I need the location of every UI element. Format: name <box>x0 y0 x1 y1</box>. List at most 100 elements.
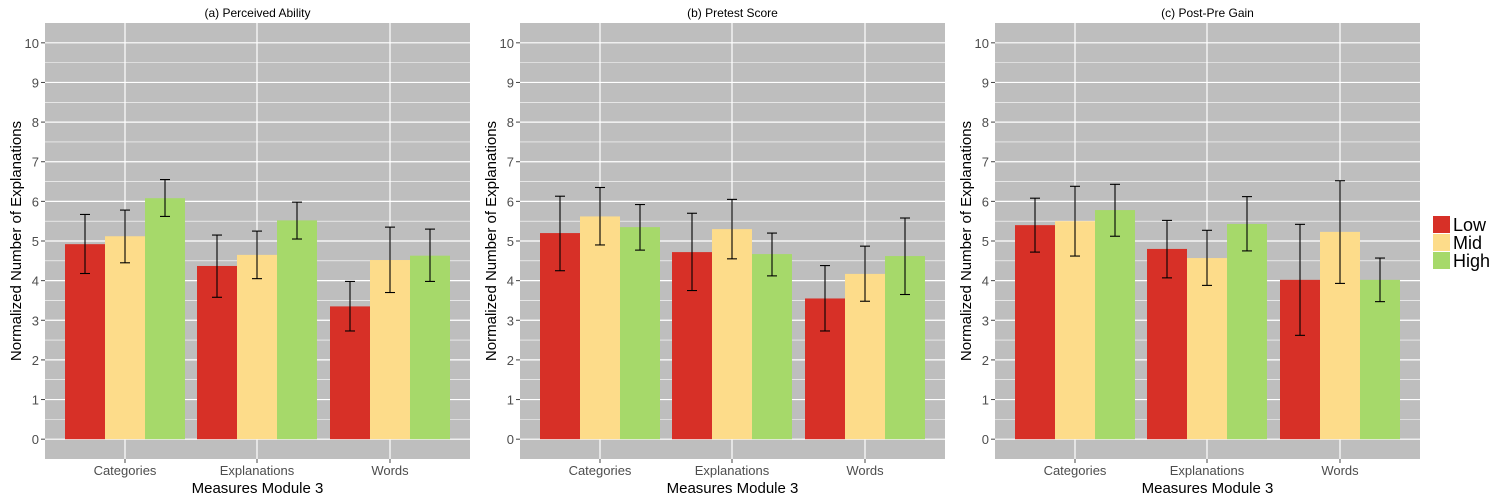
x-tick-label: Categories <box>1044 463 1107 478</box>
error-bar-mid-words <box>860 245 870 302</box>
bar-high-words <box>1360 279 1400 440</box>
error-bar-high-explanations <box>292 201 302 240</box>
y-tick-label: 3 <box>982 313 989 328</box>
panel-title: (c) Post-Pre Gain <box>1161 6 1254 20</box>
y-tick-label: 9 <box>982 75 989 90</box>
bar-mid-categories <box>580 216 620 440</box>
y-tick-label: 5 <box>982 234 989 249</box>
error-bar-high-words <box>425 228 435 282</box>
y-tick-label: 9 <box>507 75 514 90</box>
y-tick-label: 10 <box>975 36 989 51</box>
y-tick-label: 6 <box>982 194 989 209</box>
error-bar-low-words <box>820 265 830 332</box>
bar-low-explanations <box>1147 248 1187 440</box>
y-tick-label: 10 <box>25 36 39 51</box>
legend-label-mid: Mid <box>1453 233 1482 253</box>
error-bar-high-explanations <box>1242 196 1252 252</box>
y-axis-label: Normalized Number of Explanations <box>8 121 25 361</box>
y-tick-label: 7 <box>507 155 514 170</box>
x-tick-label: Explanations <box>695 463 770 478</box>
error-bar-high-words <box>1375 257 1385 303</box>
error-bar-high-categories <box>1110 183 1120 237</box>
y-axis-label: Normalized Number of Explanations <box>483 121 500 361</box>
y-tick-label: 3 <box>32 313 39 328</box>
legend-swatch-mid <box>1433 234 1450 251</box>
bar-high-explanations <box>277 220 317 440</box>
error-bar-mid-categories <box>120 209 130 264</box>
y-tick-label: 4 <box>507 274 514 289</box>
bar-low-categories <box>1015 225 1055 440</box>
y-tick-label: 0 <box>32 432 39 447</box>
chart-panel-3: 0 1 2 3 4 5 6 7 8 9 10 Categories Explanations Words (… <box>958 6 1420 497</box>
x-tick-label: Explanations <box>220 463 295 478</box>
error-bar-mid-categories <box>595 186 605 246</box>
x-axis-label: Measures Module 3 <box>192 480 324 497</box>
error-bar-high-categories <box>635 203 645 251</box>
panel-title: (b) Pretest Score <box>687 6 778 20</box>
x-tick-label: Categories <box>569 463 632 478</box>
bar-high-categories <box>145 198 185 440</box>
y-tick-label: 8 <box>507 115 514 130</box>
error-bar-mid-categories <box>1070 185 1080 257</box>
y-tick-label: 5 <box>32 234 39 249</box>
y-tick-label: 0 <box>982 432 989 447</box>
error-bar-mid-words <box>1335 180 1345 284</box>
bar-mid-explanations <box>1187 258 1227 440</box>
error-bar-high-words <box>900 217 910 296</box>
x-tick-label: Words <box>846 463 884 478</box>
legend-label-high: High <box>1453 251 1490 271</box>
error-bar-low-words <box>345 280 355 332</box>
bar-high-explanations <box>752 254 792 440</box>
chart-panels: 0 1 2 3 4 5 6 7 8 9 10 Categories Explanations Words (… <box>8 6 1420 497</box>
bar-mid-explanations <box>712 229 752 440</box>
error-bar-low-explanations <box>687 212 697 292</box>
panel-title: (a) Perceived Ability <box>204 6 310 20</box>
y-tick-label: 2 <box>32 353 39 368</box>
error-bar-low-explanations <box>1162 219 1172 279</box>
bar-high-words <box>410 255 450 440</box>
y-tick-label: 1 <box>982 393 989 408</box>
error-bar-low-explanations <box>212 234 222 298</box>
x-axis-label: Measures Module 3 <box>1142 480 1274 497</box>
y-tick-label: 2 <box>982 353 989 368</box>
y-tick-label: 8 <box>982 115 989 130</box>
y-tick-label: 2 <box>507 353 514 368</box>
y-tick-label: 6 <box>32 194 39 209</box>
bar-high-explanations <box>1227 223 1267 440</box>
error-bar-high-categories <box>160 179 170 217</box>
error-bar-low-categories <box>80 213 90 275</box>
error-bar-high-explanations <box>767 232 777 277</box>
bar-mid-explanations <box>237 254 277 440</box>
x-tick-label: Words <box>1321 463 1359 478</box>
y-axis-label: Normalized Number of Explanations <box>958 121 975 361</box>
y-tick-label: 6 <box>507 194 514 209</box>
error-bar-mid-explanations <box>1202 229 1212 286</box>
error-bar-low-words <box>1295 223 1305 336</box>
error-bar-low-categories <box>555 195 565 272</box>
x-tick-label: Words <box>371 463 409 478</box>
y-tick-label: 4 <box>32 274 39 289</box>
legend-swatch-high <box>1433 252 1450 269</box>
bar-mid-categories <box>1055 221 1095 440</box>
y-tick-label: 9 <box>32 75 39 90</box>
error-bar-mid-explanations <box>727 198 737 260</box>
error-bar-mid-explanations <box>252 230 262 280</box>
bar-high-categories <box>1095 210 1135 440</box>
legend-label-low: Low <box>1453 215 1487 235</box>
bar-high-categories <box>620 227 660 440</box>
bar-mid-categories <box>105 236 145 440</box>
y-tick-label: 10 <box>500 36 514 51</box>
bar-low-categories <box>65 244 105 440</box>
x-tick-label: Explanations <box>1170 463 1245 478</box>
chart-panel-2: 0 1 2 3 4 5 6 7 8 9 10 Categories Explanations Words (… <box>483 6 945 497</box>
y-tick-label: 0 <box>507 432 514 447</box>
x-tick-label: Categories <box>94 463 157 478</box>
y-tick-label: 7 <box>982 155 989 170</box>
y-tick-label: 4 <box>982 274 989 289</box>
y-tick-label: 5 <box>507 234 514 249</box>
x-axis-label: Measures Module 3 <box>667 480 799 497</box>
legend-swatch-low <box>1433 216 1450 233</box>
y-tick-label: 8 <box>32 115 39 130</box>
